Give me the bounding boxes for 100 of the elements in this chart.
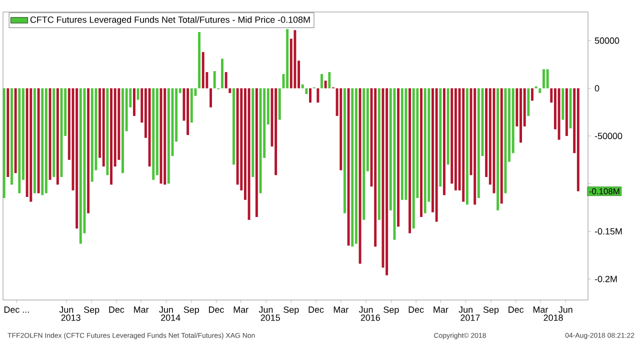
bar — [301, 84, 304, 88]
bar — [110, 88, 112, 185]
bar — [14, 88, 17, 174]
bar — [347, 88, 350, 246]
bar — [232, 88, 235, 165]
bar — [102, 88, 105, 166]
bar — [466, 88, 468, 205]
bar — [52, 88, 56, 177]
bar — [340, 88, 342, 170]
bar — [496, 88, 500, 210]
bar — [542, 69, 545, 88]
x-tick-label: Sep — [284, 306, 299, 315]
bar — [221, 58, 224, 88]
bar — [362, 88, 366, 220]
bar — [404, 88, 408, 200]
bar — [76, 88, 78, 228]
bar — [424, 88, 426, 214]
bar — [41, 88, 44, 196]
bar — [446, 88, 450, 165]
bar — [504, 88, 507, 194]
bar — [393, 88, 396, 240]
x-tick-label: Sep — [483, 306, 499, 315]
bar — [202, 52, 204, 88]
bar — [558, 88, 560, 140]
bar — [190, 88, 193, 123]
bar — [420, 88, 422, 218]
bar — [167, 88, 170, 184]
bar — [442, 88, 446, 196]
bar — [106, 88, 109, 176]
bar — [132, 88, 136, 116]
bar — [56, 88, 59, 185]
bar — [324, 80, 327, 88]
bar — [412, 88, 415, 228]
x-tick-label: Jun — [159, 306, 173, 313]
x-tick-label: Dec ... — [4, 306, 29, 313]
y-tick-label: -0.2M — [594, 276, 617, 282]
x-tick-label: Sep — [384, 306, 399, 315]
x-tick-label: Dec — [308, 306, 324, 313]
bar — [492, 88, 496, 194]
bar — [378, 88, 380, 220]
bar — [546, 69, 549, 88]
bar — [474, 88, 476, 205]
bar — [500, 88, 503, 204]
bar — [79, 88, 82, 244]
bar — [44, 88, 48, 194]
bar — [439, 88, 442, 187]
legend-label: CFTC Futures Leveraged Funds Net Total/Futures - Mid Price -0.108M — [30, 16, 310, 25]
y-tick-label: -0.15M — [594, 228, 622, 235]
bar — [255, 88, 258, 218]
bar — [477, 88, 480, 198]
bar — [286, 29, 289, 88]
bar — [37, 88, 40, 194]
bar — [562, 88, 564, 120]
bar — [520, 88, 522, 143]
bar — [576, 88, 580, 192]
bar — [386, 88, 388, 276]
bar — [224, 72, 228, 88]
bar — [565, 88, 568, 136]
x-tick-label: Dec — [408, 306, 424, 313]
x2-tick-label: 2018 — [544, 314, 563, 321]
bar — [10, 88, 13, 185]
bar — [538, 88, 542, 94]
bar — [87, 88, 90, 214]
bar — [435, 88, 438, 222]
x-tick-label: Mar — [334, 306, 348, 313]
bar — [354, 88, 358, 244]
bar — [30, 88, 32, 202]
bar — [213, 71, 216, 88]
y-tick-label: -50000 — [594, 132, 622, 140]
bar — [374, 88, 377, 247]
bar — [343, 88, 346, 214]
x2-tick-label: 2015 — [260, 314, 280, 321]
x2-tick-label: 2013 — [61, 314, 80, 321]
x-tick-label: Jun — [59, 306, 74, 313]
bar — [274, 88, 278, 176]
bar — [186, 88, 190, 136]
bar — [305, 88, 308, 94]
x2-tick-label: 2016 — [360, 314, 380, 321]
bar — [454, 88, 457, 190]
x-tick-label: Dec — [208, 306, 224, 313]
bar — [294, 30, 296, 88]
x-tick-label: Dec — [508, 306, 524, 313]
bar — [309, 88, 312, 103]
x-tick-label: Mar — [234, 306, 248, 313]
bar — [228, 88, 232, 94]
bar — [136, 88, 140, 100]
bar — [248, 88, 250, 220]
bar — [358, 88, 362, 264]
bar — [351, 88, 354, 247]
bar — [320, 74, 323, 88]
bar — [2, 88, 6, 198]
x-tick-label: Mar — [533, 306, 548, 313]
bar — [328, 72, 331, 88]
bar — [408, 88, 412, 234]
y-tick-label: 0 — [594, 85, 600, 92]
x-tick-label: Jun — [458, 306, 472, 313]
x-tick-label: Sep — [184, 306, 199, 315]
x-tick-label: Mar — [134, 306, 149, 313]
bar — [252, 88, 254, 177]
x-tick-label: Dec — [109, 306, 124, 313]
